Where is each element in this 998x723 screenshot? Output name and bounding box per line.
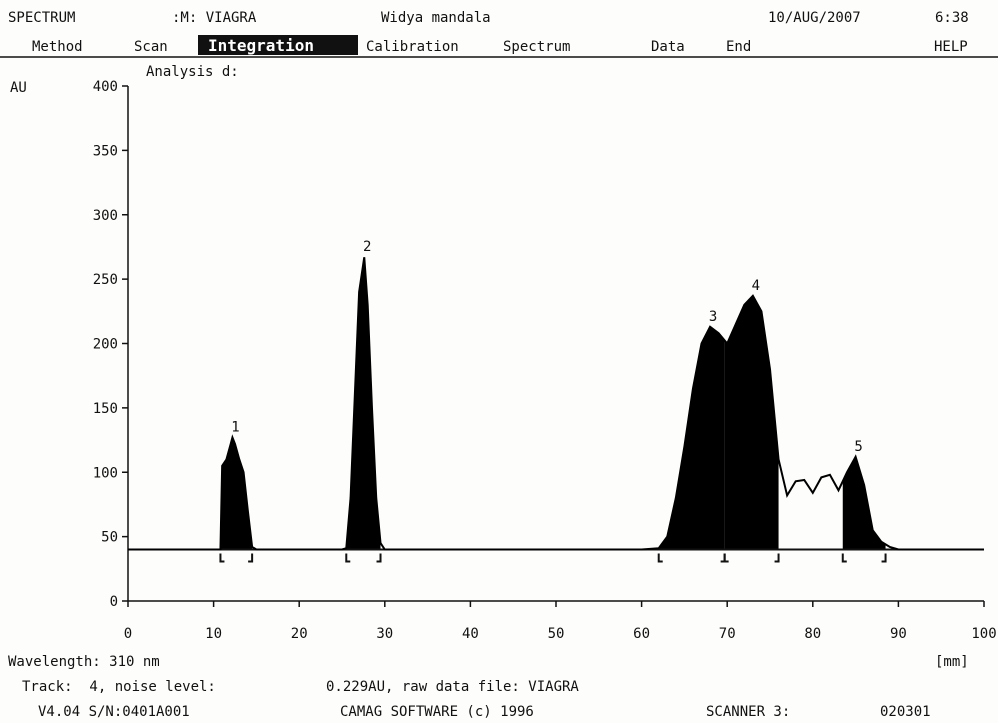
menu-item[interactable]: Data bbox=[651, 39, 685, 55]
scanner-id: 020301 bbox=[880, 704, 931, 720]
x-tick-label: 60 bbox=[633, 626, 650, 642]
y-tick-label: 300 bbox=[93, 208, 118, 224]
copyright: CAMAG SOFTWARE (c) 1996 bbox=[340, 704, 534, 720]
peak-label: 3 bbox=[709, 309, 717, 325]
menu-item[interactable]: HELP bbox=[934, 39, 968, 55]
y-tick-label: 350 bbox=[93, 143, 118, 159]
x-tick-label: 50 bbox=[548, 626, 565, 642]
x-tick-label: 10 bbox=[205, 626, 222, 642]
integration-start bbox=[345, 553, 351, 563]
x-tick-label: 0 bbox=[124, 626, 132, 642]
integration-start bbox=[723, 553, 729, 563]
x-tick-label: 100 bbox=[971, 626, 996, 642]
y-tick-label: 400 bbox=[93, 79, 118, 95]
menu-item[interactable]: End bbox=[726, 39, 751, 55]
menu-item[interactable]: Spectrum bbox=[503, 39, 570, 55]
peak-area bbox=[220, 437, 253, 550]
app-name: SPECTRUM bbox=[8, 10, 75, 26]
y-tick-label: 200 bbox=[93, 337, 118, 353]
method-name: :M: VIAGRA bbox=[172, 10, 257, 26]
peak-area bbox=[658, 326, 725, 550]
x-tick-label: 30 bbox=[376, 626, 393, 642]
peak-label: 2 bbox=[363, 239, 371, 255]
user-name: Widya mandala bbox=[381, 10, 491, 26]
x-tick-label: 20 bbox=[291, 626, 308, 642]
peak-area bbox=[346, 257, 381, 550]
peak-area bbox=[724, 295, 779, 550]
x-tick-label: 90 bbox=[890, 626, 907, 642]
version: V4.04 S/N:0401A001 bbox=[38, 704, 190, 720]
menu-item[interactable]: Calibration bbox=[366, 39, 459, 55]
y-axis-label: AU bbox=[10, 80, 27, 96]
noise: 0.229AU, raw data file: VIAGRA bbox=[326, 679, 579, 695]
menu-item[interactable]: Scan bbox=[134, 39, 168, 55]
peak-area bbox=[842, 456, 886, 550]
integration-start bbox=[219, 553, 225, 563]
y-tick-label: 50 bbox=[101, 530, 118, 546]
integration-start bbox=[841, 553, 847, 563]
integration-start bbox=[657, 553, 663, 563]
trace bbox=[128, 257, 984, 551]
chart-title: Analysis d: bbox=[146, 64, 239, 80]
y-tick-label: 0 bbox=[110, 594, 118, 610]
menu-item[interactable]: Method bbox=[32, 39, 83, 55]
y-tick-label: 150 bbox=[93, 401, 118, 417]
integration-end bbox=[376, 553, 382, 563]
menu-highlight bbox=[198, 35, 358, 55]
time: 6:38 bbox=[935, 10, 969, 26]
track: Track: 4, noise level: bbox=[22, 679, 216, 695]
integration-end bbox=[881, 553, 887, 563]
integration-end bbox=[774, 553, 780, 563]
x-tick-label: 80 bbox=[804, 626, 821, 642]
integration-end bbox=[248, 553, 254, 563]
chart: Analysis d:AU[mm]05010015020025030035040… bbox=[10, 64, 997, 670]
x-tick-label: 70 bbox=[719, 626, 736, 642]
menu-bar: Method Scan Integration Calibration Spectrum… bbox=[32, 35, 968, 55]
x-axis-label: [mm] bbox=[935, 654, 969, 670]
y-tick-label: 100 bbox=[93, 465, 118, 481]
peak-label: 5 bbox=[854, 439, 862, 455]
date: 10/AUG/2007 bbox=[768, 10, 861, 26]
y-tick-label: 250 bbox=[93, 272, 118, 288]
menu-item[interactable]: Integration bbox=[208, 36, 314, 55]
scanner: SCANNER 3: bbox=[706, 704, 790, 720]
wavelength: Wavelength: 310 nm bbox=[8, 654, 160, 670]
x-tick-label: 40 bbox=[462, 626, 479, 642]
peak-label: 4 bbox=[752, 278, 760, 294]
peak-label: 1 bbox=[231, 419, 239, 435]
